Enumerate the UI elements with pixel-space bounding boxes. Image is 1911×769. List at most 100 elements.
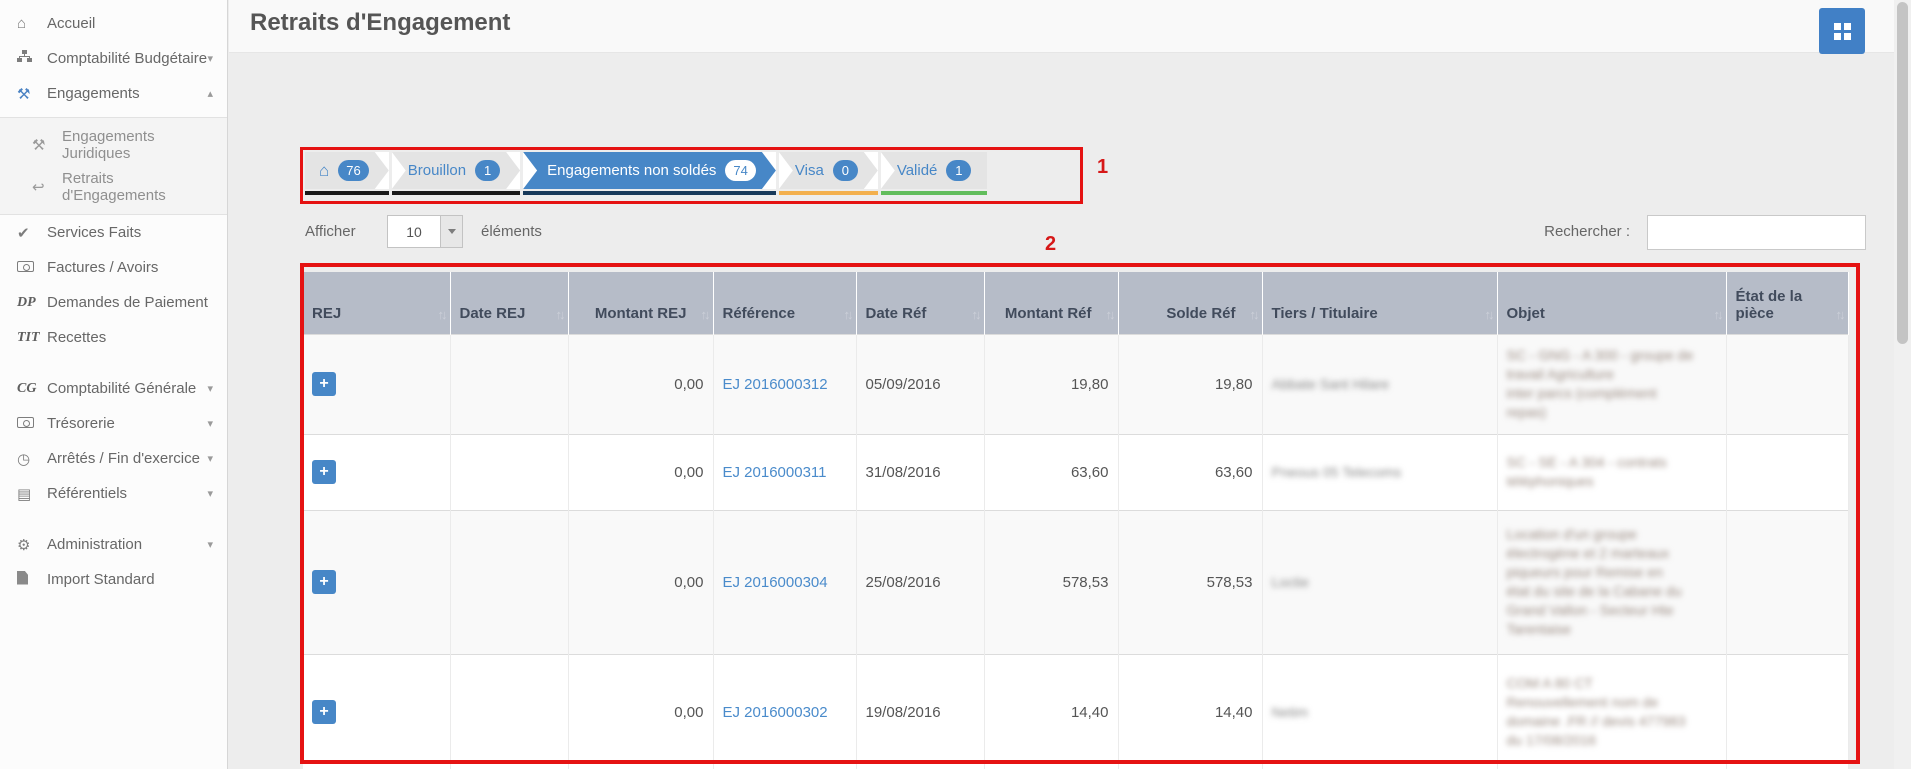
sort-icon[interactable]: ↑↓ bbox=[1835, 306, 1846, 322]
annotation-label-1: 1 bbox=[1097, 156, 1109, 178]
reference-link[interactable]: EJ 2016000304 bbox=[722, 573, 828, 591]
sort-icon[interactable]: ↑↓ bbox=[555, 306, 566, 322]
sidebar-item-label: Recettes bbox=[47, 329, 107, 346]
montant-rej-cell: 0,00 bbox=[568, 509, 714, 654]
sort-icon[interactable]: ↑↓ bbox=[1484, 306, 1495, 322]
count-badge: 0 bbox=[833, 160, 858, 181]
tiers-redacted: Loctie bbox=[1271, 573, 1309, 590]
clock-icon: ◷ bbox=[17, 450, 31, 468]
sidebar-item-label: Comptabilité Générale bbox=[47, 380, 197, 397]
sort-icon[interactable]: ↑↓ bbox=[700, 306, 711, 322]
tab-underline bbox=[305, 191, 389, 195]
scrollbar-thumb[interactable] bbox=[1897, 2, 1908, 344]
search-input[interactable] bbox=[1647, 215, 1866, 250]
sidebar-item-comptabilite-generale[interactable]: CG Comptabilité Générale ▾ bbox=[0, 371, 227, 406]
chevron-down-icon: ▾ bbox=[207, 453, 213, 465]
page-size-label: Afficher bbox=[305, 223, 356, 240]
sidebar-item-label: Administration bbox=[47, 536, 143, 553]
chevron-down-icon: ▾ bbox=[207, 539, 213, 551]
etat-piece-cell bbox=[1726, 333, 1849, 434]
date-ref-cell: 31/08/2016 bbox=[856, 433, 985, 510]
reference-link[interactable]: EJ 2016000312 bbox=[722, 375, 828, 393]
date-ref-cell: 05/09/2016 bbox=[856, 333, 985, 434]
page-header: Retraits d'Engagement bbox=[229, 0, 1911, 54]
chevron-down-icon: ▾ bbox=[207, 488, 213, 500]
page-size-value: 10 bbox=[406, 223, 422, 240]
file-icon bbox=[17, 570, 47, 589]
sidebar-item-referentiels[interactable]: ▤ Référentiels ▾ bbox=[0, 476, 227, 511]
col-date-rej[interactable]: Date REJ ↑↓ bbox=[450, 272, 569, 334]
tab-engagements-non-soldes[interactable]: Engagements non soldés 74 bbox=[523, 152, 776, 195]
col-rej[interactable]: REJ ↑↓ bbox=[303, 272, 451, 334]
col-etat-piece[interactable]: État de la pièce ↑↓ bbox=[1726, 272, 1849, 334]
tiers-redacted: Netim bbox=[1271, 703, 1309, 720]
sidebar-item-engagements[interactable]: ⚒ Engagements ▴ bbox=[0, 76, 227, 111]
sort-icon[interactable]: ↑↓ bbox=[843, 306, 854, 322]
sidebar-item-tresorerie[interactable]: Trésorerie ▾ bbox=[0, 406, 227, 441]
book-icon: ▤ bbox=[17, 485, 32, 503]
table-row: + 0,00 EJ 2016000311 31/08/2016 63,60 63… bbox=[303, 433, 1849, 510]
sidebar-item-retraits-engagements[interactable]: ↩ Retraits d'Engagements bbox=[0, 166, 227, 208]
sidebar-item-label: Comptabilité Budgétaire bbox=[47, 50, 208, 67]
sidebar-item-demandes-paiement[interactable]: DP Demandes de Paiement bbox=[0, 285, 227, 320]
sitemap-icon bbox=[17, 50, 47, 67]
sidebar-item-import-standard[interactable]: Import Standard bbox=[0, 562, 227, 597]
table-row: + 0,00 EJ 2016000302 19/08/2016 14,40 14… bbox=[303, 653, 1849, 769]
montant-ref-cell: 14,40 bbox=[984, 653, 1119, 769]
etat-piece-cell bbox=[1726, 509, 1849, 654]
sort-icon[interactable]: ↑↓ bbox=[437, 306, 448, 322]
scrollbar-track[interactable] bbox=[1894, 0, 1911, 769]
grid-icon bbox=[1833, 22, 1851, 40]
col-tiers-titulaire[interactable]: Tiers / Titulaire ↑↓ bbox=[1262, 272, 1498, 334]
sidebar-item-factures-avoirs[interactable]: Factures / Avoirs bbox=[0, 250, 227, 285]
grid-view-button[interactable] bbox=[1819, 8, 1865, 54]
tab-home[interactable]: ⌂ 76 bbox=[305, 152, 389, 195]
etat-piece-cell bbox=[1726, 433, 1849, 510]
tab-valide[interactable]: Validé 1 bbox=[880, 152, 988, 195]
tiers-redacted: Pneous 05 Telecoms bbox=[1271, 463, 1402, 480]
sidebar-item-administration[interactable]: ⚙ Administration ▾ bbox=[0, 527, 227, 562]
date-rej-cell bbox=[450, 509, 569, 654]
col-date-ref[interactable]: Date Réf ↑↓ bbox=[856, 272, 985, 334]
table-row: + 0,00 EJ 2016000304 25/08/2016 578,53 5… bbox=[303, 509, 1849, 654]
tab-underline bbox=[880, 191, 988, 195]
engagements-table: REJ ↑↓ Date REJ ↑↓ Montant REJ ↑↓ Référence… bbox=[303, 272, 1849, 769]
objet-redacted: Location d'un groupe électrogène et 2 mar… bbox=[1506, 526, 1682, 637]
expand-row-button[interactable]: + bbox=[312, 372, 336, 396]
sidebar-item-recettes[interactable]: TIT Recettes bbox=[0, 320, 227, 355]
col-reference[interactable]: Référence ↑↓ bbox=[713, 272, 857, 334]
sort-icon[interactable]: ↑↓ bbox=[1249, 306, 1260, 322]
montant-ref-cell: 63,60 bbox=[984, 433, 1119, 510]
count-badge: 1 bbox=[475, 160, 500, 181]
objet-redacted: SC - GNG - A 300 - groupe de travail Agri… bbox=[1506, 347, 1694, 420]
sort-icon[interactable]: ↑↓ bbox=[1105, 306, 1116, 322]
col-montant-ref[interactable]: Montant Réf ↑↓ bbox=[984, 272, 1119, 334]
sidebar-item-label: Référentiels bbox=[47, 485, 128, 502]
expand-row-button[interactable]: + bbox=[312, 700, 336, 725]
page-size-select[interactable]: 10 bbox=[387, 215, 463, 248]
col-objet[interactable]: Objet ↑↓ bbox=[1497, 272, 1727, 334]
sidebar: ⌂ Accueil Comptabilité Budgétaire ▾ ⚒ En… bbox=[0, 0, 228, 769]
montant-ref-cell: 578,53 bbox=[984, 509, 1119, 654]
undo-icon: ↩ bbox=[32, 179, 45, 196]
sidebar-item-arretes-fin-exercice[interactable]: ◷ Arrêtés / Fin d'exercice ▾ bbox=[0, 441, 227, 476]
tab-brouillon[interactable]: Brouillon 1 bbox=[391, 152, 521, 195]
sidebar-item-comptabilite-budgetaire[interactable]: Comptabilité Budgétaire ▾ bbox=[0, 41, 227, 76]
sidebar-item-accueil[interactable]: ⌂ Accueil bbox=[0, 6, 227, 41]
col-solde-ref[interactable]: Solde Réf ↑↓ bbox=[1118, 272, 1263, 334]
reference-link[interactable]: EJ 2016000302 bbox=[722, 703, 828, 721]
sidebar-item-services-faits[interactable]: ✔ Services Faits bbox=[0, 215, 227, 250]
count-badge: 76 bbox=[338, 160, 368, 181]
reference-link[interactable]: EJ 2016000311 bbox=[722, 463, 827, 481]
cg-icon: CG bbox=[17, 380, 37, 396]
sort-icon[interactable]: ↑↓ bbox=[1713, 306, 1724, 322]
tab-visa[interactable]: Visa 0 bbox=[778, 152, 878, 195]
expand-row-button[interactable]: + bbox=[312, 460, 336, 484]
expand-row-button[interactable]: + bbox=[312, 570, 336, 594]
tab-label: Brouillon bbox=[407, 162, 467, 179]
annotation-label-2: 2 bbox=[1045, 233, 1057, 255]
sidebar-item-engagements-juridiques[interactable]: ⚒ Engagements Juridiques bbox=[0, 124, 227, 166]
col-montant-rej[interactable]: Montant REJ ↑↓ bbox=[568, 272, 714, 334]
sort-icon[interactable]: ↑↓ bbox=[971, 306, 982, 322]
tit-icon: TIT bbox=[17, 329, 40, 345]
